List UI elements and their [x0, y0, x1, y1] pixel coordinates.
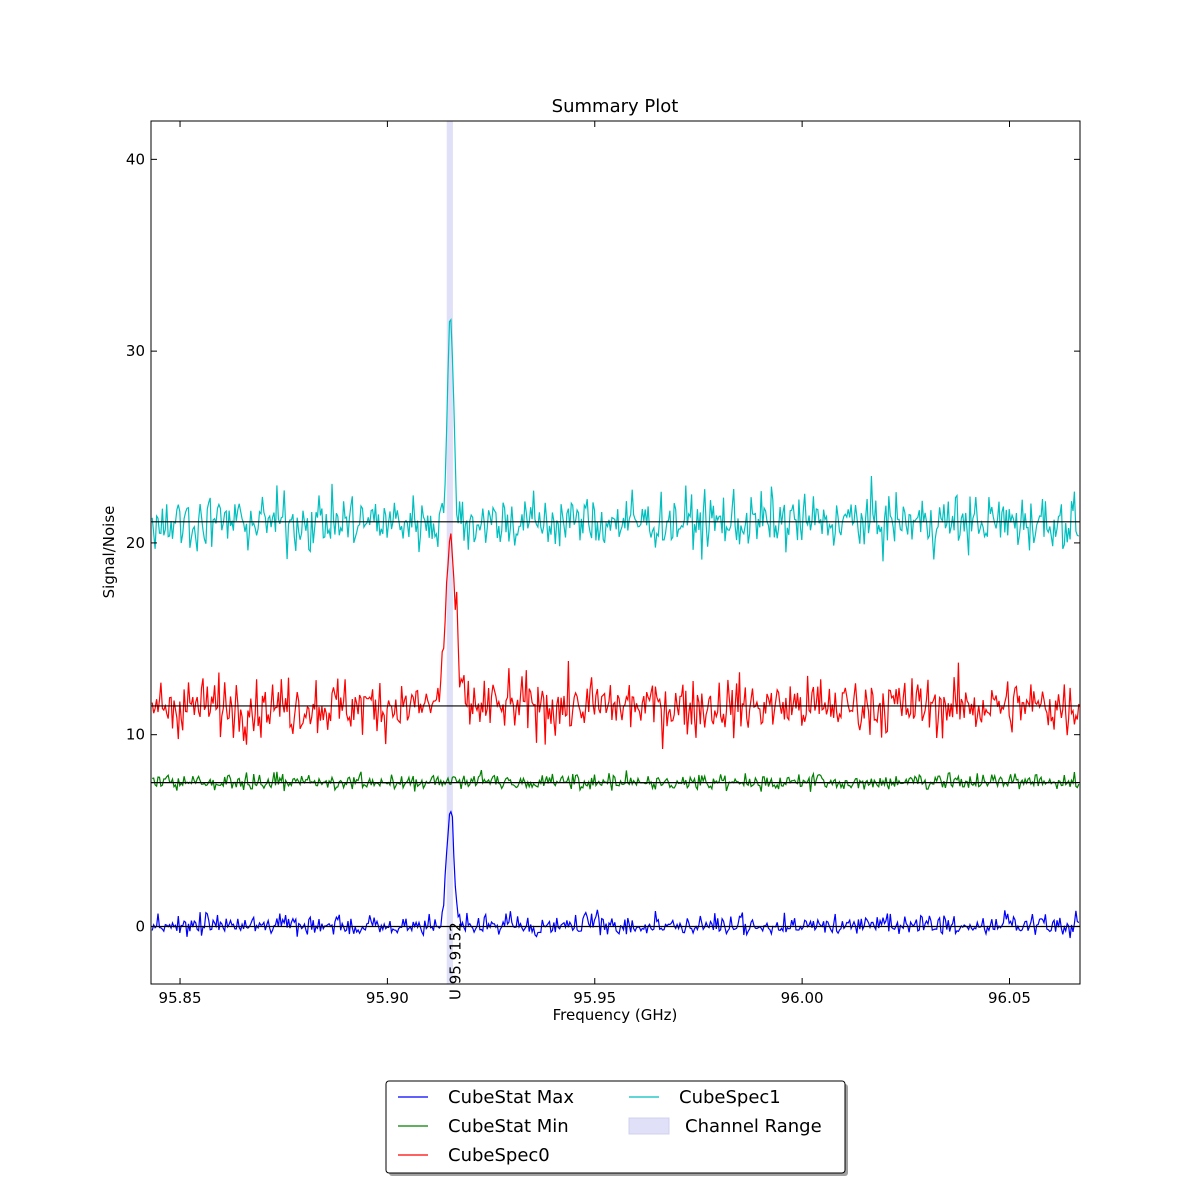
legend-swatch-4 — [628, 1117, 670, 1135]
legend-label-2: CubeSpec0 — [448, 1145, 550, 1166]
series-line-2 — [151, 533, 1080, 750]
line-annotation: U 95.9152 — [446, 922, 464, 1000]
series-line-3 — [151, 318, 1080, 562]
x-tick-label: 95.95 — [573, 989, 616, 1007]
x-tick-label: 95.85 — [159, 989, 202, 1007]
y-tick-label: 0 — [135, 917, 145, 935]
series-line-1 — [152, 769, 1080, 792]
channel-range-band — [446, 121, 453, 984]
chart-title: Summary Plot — [552, 96, 679, 117]
legend-label-1: CubeStat Min — [448, 1116, 569, 1137]
axes-frame — [150, 120, 1081, 985]
x-tick-label: 96.05 — [988, 989, 1031, 1007]
series-line-0 — [151, 810, 1080, 939]
y-tick-label: 30 — [126, 342, 145, 360]
legend-box — [385, 1080, 846, 1174]
legend-label-3: CubeSpec1 — [679, 1087, 781, 1108]
plot-area: 95.85 95.90 95.95 96.00 96.05 0 10 20 30 40 U 95.9… — [126, 120, 1081, 1007]
y-axis-label: Signal/Noise — [100, 506, 118, 599]
x-tick-label: 95.90 — [366, 989, 409, 1007]
x-tick-label: 96.00 — [781, 989, 824, 1007]
y-tick-label: 40 — [126, 150, 145, 168]
x-axis-label: Frequency (GHz) — [553, 1006, 678, 1024]
series-group — [151, 318, 1080, 939]
y-tick-label: 10 — [126, 726, 145, 744]
legend-label-0: CubeStat Max — [448, 1087, 574, 1108]
legend: CubeStat Max CubeStat Min CubeSpec0 CubeSpe… — [385, 1080, 848, 1176]
legend-label-4: Channel Range — [685, 1116, 822, 1137]
y-tick-label: 20 — [126, 534, 145, 552]
